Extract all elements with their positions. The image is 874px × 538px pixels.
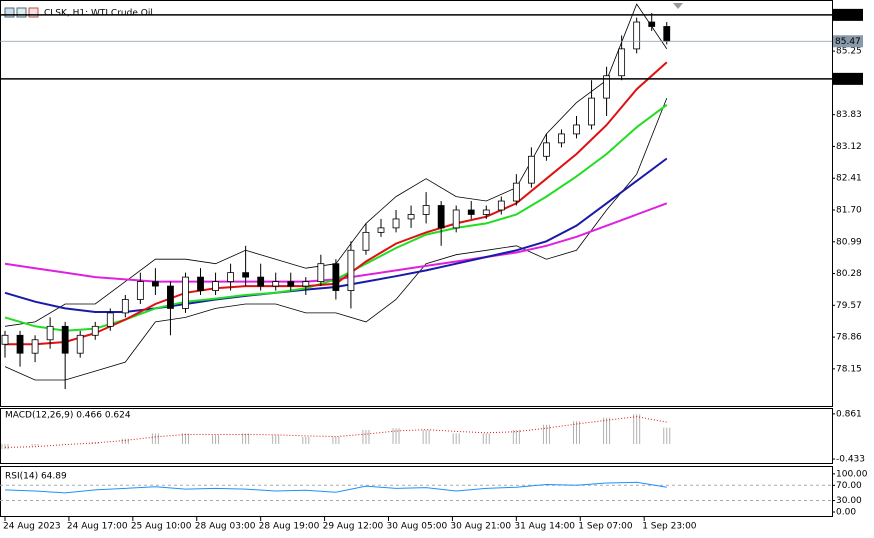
x-tick-label: 30 Aug 05:00 bbox=[387, 522, 448, 532]
candle-body bbox=[151, 281, 159, 287]
title-icons bbox=[4, 7, 39, 18]
y-tick-label: 30.00 bbox=[836, 496, 862, 506]
price-level-label: 84.63 bbox=[835, 74, 861, 84]
y-tick-label: 0.00 bbox=[836, 507, 856, 517]
candle-body bbox=[618, 48, 626, 77]
x-tick-label: 24 Aug 17:00 bbox=[67, 522, 128, 532]
y-tick-label: 100.00 bbox=[836, 469, 868, 479]
candle-body bbox=[167, 285, 174, 309]
y-tick-label: 85.25 bbox=[836, 47, 862, 57]
x-tick-label: 28 Aug 19:00 bbox=[259, 522, 320, 532]
candle-body bbox=[76, 334, 84, 354]
candle-body bbox=[512, 182, 520, 202]
price-level-box bbox=[833, 35, 863, 48]
candle-body bbox=[497, 200, 505, 211]
candle-body bbox=[182, 276, 189, 309]
candle-body bbox=[573, 124, 580, 135]
candle-body bbox=[332, 263, 340, 291]
y-tick-label: 82.41 bbox=[836, 174, 862, 184]
candle-body bbox=[422, 205, 430, 215]
y-tick-label: 83.12 bbox=[836, 142, 862, 152]
candle-body bbox=[136, 281, 144, 300]
price-level-box bbox=[833, 72, 863, 85]
macd-frame bbox=[0, 408, 833, 464]
candle-body bbox=[242, 272, 250, 278]
candle-body bbox=[257, 276, 265, 287]
candle-body bbox=[287, 281, 295, 287]
x-tick-label: 28 Aug 03:00 bbox=[195, 522, 256, 532]
candle-body bbox=[31, 339, 39, 354]
candle-body bbox=[61, 325, 69, 354]
y-tick-label: 0.861 bbox=[836, 409, 862, 419]
candle-body bbox=[603, 75, 610, 99]
y-tick-label: 79.57 bbox=[836, 301, 862, 311]
candle-body bbox=[212, 281, 219, 291]
y-tick-label: 78.15 bbox=[836, 364, 862, 374]
candle-body bbox=[452, 209, 460, 229]
y-tick-label: 80.28 bbox=[836, 269, 862, 279]
price-plot bbox=[1, 3, 671, 389]
candle-body bbox=[317, 263, 325, 282]
candle-body bbox=[588, 97, 595, 126]
x-tick-label: 29 Aug 12:00 bbox=[323, 522, 384, 532]
y-tick-label: -0.433 bbox=[836, 455, 865, 465]
candle-body bbox=[347, 249, 355, 291]
rsi-line bbox=[4, 481, 667, 494]
candle-body bbox=[46, 325, 54, 341]
candle-body bbox=[106, 312, 114, 327]
candle-body bbox=[1, 334, 9, 345]
candle-body bbox=[558, 133, 565, 144]
candle-body bbox=[527, 155, 535, 184]
bollinger-band bbox=[4, 97, 668, 381]
chart-title: CLSK, H1: WTI Crude Oil bbox=[44, 9, 153, 19]
x-tick-label: 1 Sep 23:00 bbox=[642, 522, 697, 532]
candle-body bbox=[197, 276, 204, 291]
macd-signal bbox=[4, 416, 667, 448]
price-level-box bbox=[833, 8, 863, 21]
x-tick-label: 24 Aug 2023 bbox=[3, 522, 61, 532]
y-tick-label: 81.70 bbox=[836, 205, 862, 215]
icon bbox=[16, 7, 27, 18]
candle-body bbox=[227, 272, 234, 282]
candle-body bbox=[663, 26, 671, 42]
x-tick-label: 25 Aug 10:00 bbox=[131, 522, 192, 532]
candle-body bbox=[633, 21, 641, 50]
marker bbox=[673, 3, 683, 9]
x-tick-label: 31 Aug 14:00 bbox=[514, 522, 575, 532]
candle-body bbox=[467, 209, 475, 215]
candle-body bbox=[302, 281, 310, 287]
price-level-label: 86.06 bbox=[835, 10, 861, 20]
candle-body bbox=[91, 325, 99, 336]
candle-body bbox=[377, 227, 385, 233]
x-tick-label: 30 Aug 21:00 bbox=[450, 522, 511, 532]
x-tick-label: 1 Sep 07:00 bbox=[578, 522, 633, 532]
candle-body bbox=[121, 299, 129, 314]
candle-body bbox=[543, 142, 550, 157]
icon bbox=[4, 7, 15, 18]
y-tick-label: 70.00 bbox=[836, 481, 862, 491]
candle-body bbox=[16, 334, 24, 354]
candle-body bbox=[648, 21, 656, 27]
candle-body bbox=[437, 205, 445, 229]
icon bbox=[28, 7, 39, 18]
main-frame bbox=[0, 0, 833, 407]
y-tick-label: 80.99 bbox=[836, 237, 862, 247]
candle-body bbox=[482, 209, 490, 215]
rsi-title: RSI(14) 64.89 bbox=[5, 472, 67, 482]
candle-body bbox=[272, 281, 280, 287]
y-tick-label: 83.83 bbox=[836, 110, 862, 120]
candle-body bbox=[362, 231, 370, 251]
y-tick-label: 78.86 bbox=[836, 333, 862, 343]
macd-title: MACD(12,26,9) 0.466 0.624 bbox=[5, 411, 131, 421]
rsi-frame bbox=[0, 466, 833, 517]
candle-body bbox=[407, 214, 415, 220]
candle-body bbox=[392, 218, 400, 229]
price-level-label: 85.47 bbox=[835, 37, 861, 47]
